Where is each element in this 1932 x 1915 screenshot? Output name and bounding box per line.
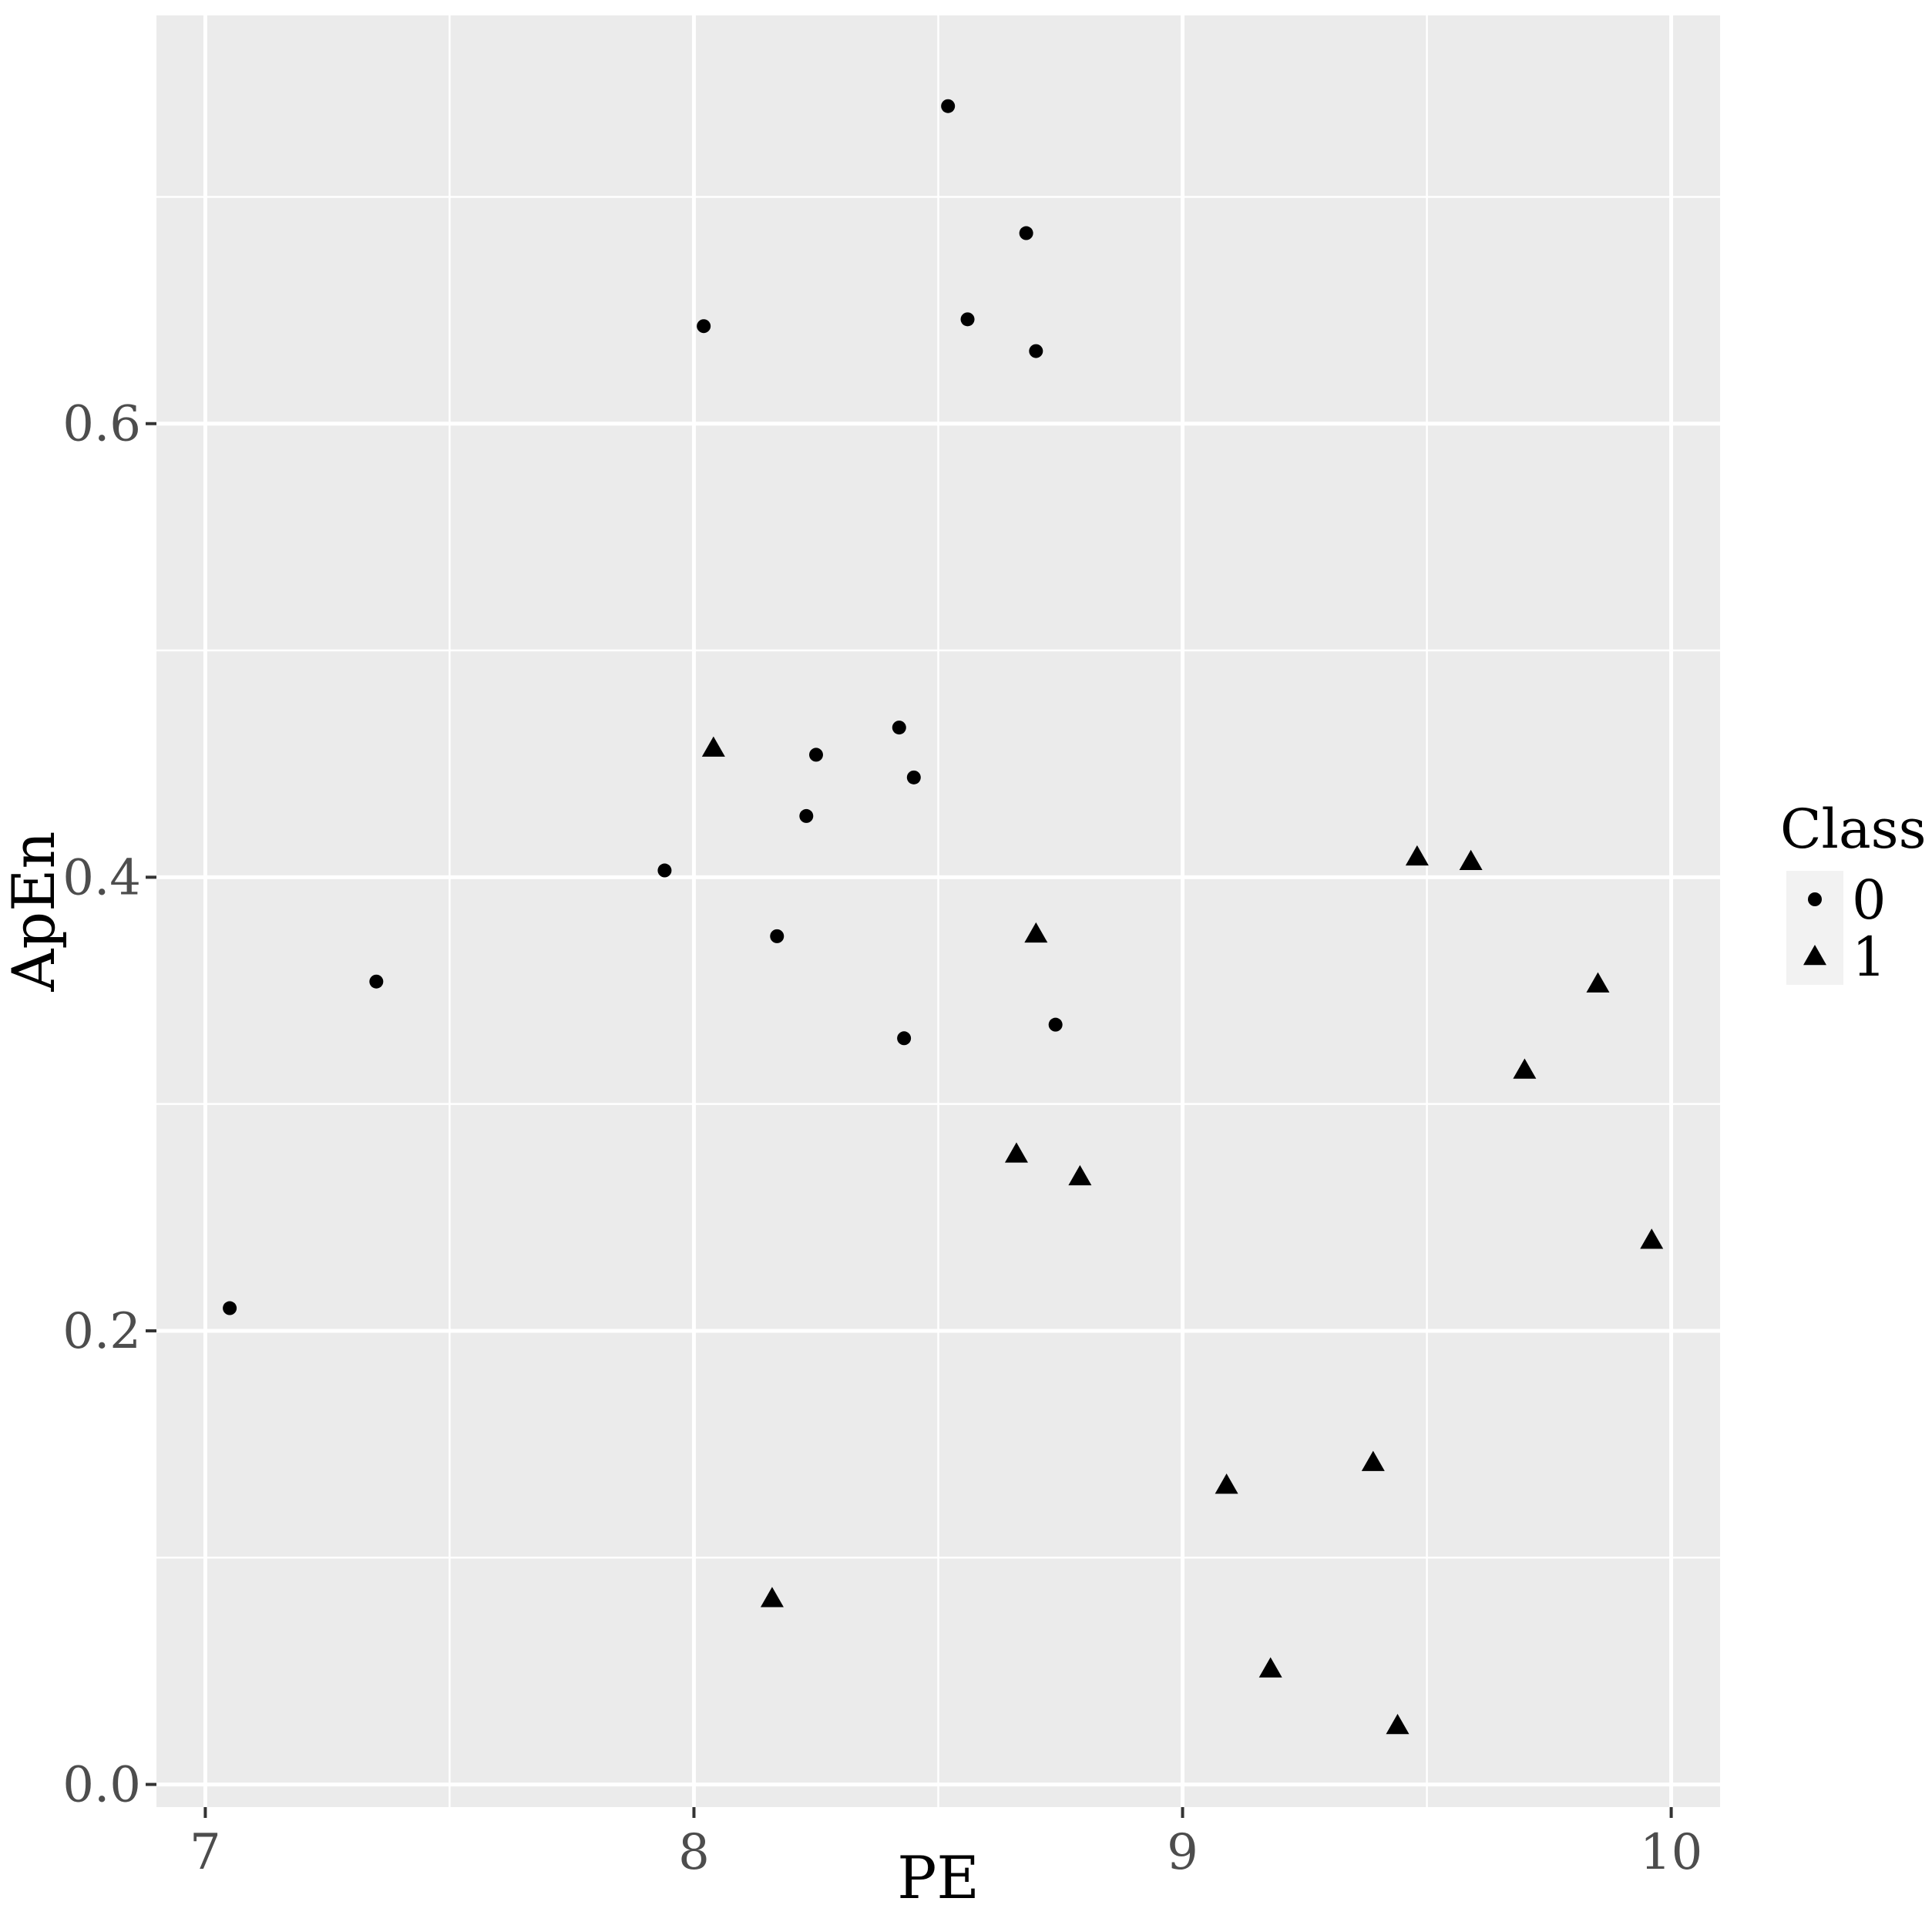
data-point-class-0 bbox=[223, 1301, 237, 1315]
legend-circle-marker bbox=[1808, 892, 1822, 906]
data-point-class-1 bbox=[1459, 849, 1483, 871]
data-point-class-0 bbox=[960, 312, 975, 327]
data-point-class-1 bbox=[1258, 1657, 1282, 1678]
y-tick-label: 0.4 bbox=[62, 849, 141, 906]
y-axis-title: ApEn bbox=[0, 832, 68, 993]
minor-grid bbox=[156, 15, 1720, 1807]
data-points bbox=[223, 99, 1664, 1735]
data-point-class-1 bbox=[1024, 922, 1048, 943]
data-point-class-0 bbox=[892, 721, 906, 735]
tick-labels: 7 8 9 10 0.0 0.2 0.4 0.6 bbox=[62, 396, 1702, 1881]
major-grid bbox=[156, 15, 1720, 1807]
data-point-class-1 bbox=[1068, 1164, 1092, 1186]
data-point-class-0 bbox=[799, 808, 814, 823]
data-point-class-0 bbox=[906, 770, 921, 784]
data-point-class-0 bbox=[897, 1031, 912, 1046]
x-tick-label: 7 bbox=[190, 1824, 221, 1881]
data-point-class-1 bbox=[1361, 1450, 1385, 1471]
data-point-class-1 bbox=[760, 1587, 784, 1608]
data-point-class-1 bbox=[1386, 1714, 1410, 1735]
legend-triangle-marker bbox=[1803, 945, 1826, 966]
data-point-class-0 bbox=[697, 319, 711, 334]
y-tick-label: 0.0 bbox=[62, 1757, 141, 1814]
legend: Class 01 bbox=[1780, 798, 1927, 989]
data-point-class-0 bbox=[1029, 344, 1043, 358]
axis-ticks bbox=[146, 422, 1673, 1818]
x-tick-label: 8 bbox=[678, 1824, 710, 1881]
x-tick-label: 9 bbox=[1167, 1824, 1198, 1881]
data-point-class-1 bbox=[1513, 1058, 1537, 1079]
y-tick-label: 0.2 bbox=[62, 1303, 141, 1360]
data-point-class-0 bbox=[808, 748, 823, 762]
legend-title: Class bbox=[1780, 798, 1927, 861]
data-point-class-0 bbox=[941, 99, 956, 113]
data-point-class-1 bbox=[701, 736, 725, 757]
x-tick-label: 10 bbox=[1640, 1824, 1702, 1881]
data-point-class-0 bbox=[770, 929, 785, 943]
data-point-class-1 bbox=[1004, 1142, 1028, 1163]
data-point-class-0 bbox=[369, 974, 384, 989]
data-point-class-1 bbox=[1405, 845, 1429, 866]
data-point-class-0 bbox=[657, 863, 672, 878]
legend-entry: 1 bbox=[1786, 926, 1887, 989]
data-point-class-1 bbox=[1215, 1473, 1238, 1494]
legend-entries: 01 bbox=[1786, 868, 1887, 989]
y-tick-label: 0.6 bbox=[62, 396, 141, 453]
data-point-class-0 bbox=[1048, 1017, 1063, 1032]
legend-entry: 0 bbox=[1786, 868, 1887, 932]
legend-label: 0 bbox=[1852, 868, 1887, 932]
x-axis-title: PE bbox=[897, 1843, 979, 1912]
legend-label: 1 bbox=[1852, 926, 1887, 989]
data-point-class-1 bbox=[1640, 1228, 1664, 1249]
data-point-class-0 bbox=[1019, 226, 1033, 240]
data-point-class-1 bbox=[1586, 972, 1610, 993]
